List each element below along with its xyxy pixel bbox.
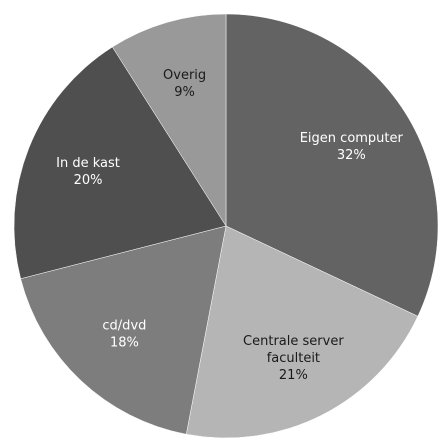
slice-category-label: cd/dvd (102, 319, 146, 334)
slice-category-label: faculteit (267, 351, 320, 366)
slices-layer (14, 14, 438, 438)
slice-category-label: Overig (163, 68, 206, 83)
slice-category-label: Centrale server (243, 334, 344, 349)
slice-value-label: 18% (110, 336, 139, 351)
slice-category-label: Eigen computer (300, 131, 404, 146)
slice-category-label: In de kast (56, 156, 120, 171)
slice-value-label: 32% (337, 148, 366, 163)
slice-value-label: 20% (74, 173, 103, 188)
slice-value-label: 21% (279, 368, 308, 383)
slice-value-label: 9% (174, 85, 195, 100)
